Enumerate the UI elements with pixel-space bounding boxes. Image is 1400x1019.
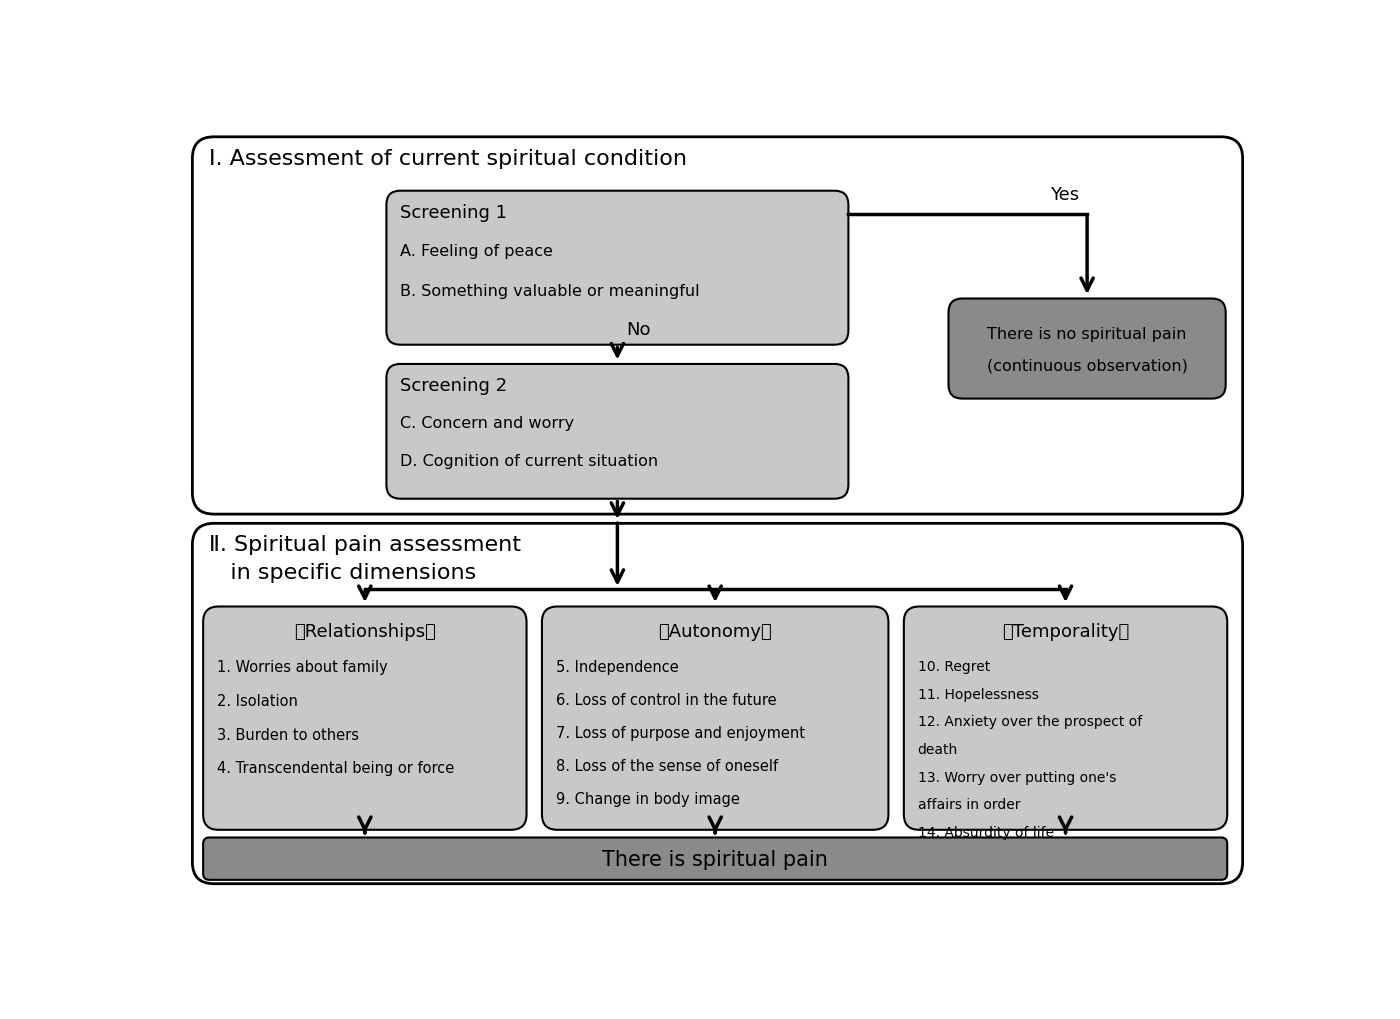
Text: 10. Regret: 10. Regret bbox=[918, 659, 990, 674]
Text: (continuous observation): (continuous observation) bbox=[987, 359, 1187, 374]
Text: D. Cognition of current situation: D. Cognition of current situation bbox=[400, 453, 658, 469]
Text: Screening 1: Screening 1 bbox=[400, 204, 507, 222]
Text: 8. Loss of the sense of oneself: 8. Loss of the sense of oneself bbox=[556, 758, 778, 773]
Text: 4. Transcendental being or force: 4. Transcendental being or force bbox=[217, 761, 454, 775]
Text: 13. Worry over putting one's: 13. Worry over putting one's bbox=[918, 770, 1116, 784]
Text: Yes: Yes bbox=[1050, 185, 1079, 204]
Text: death: death bbox=[918, 742, 958, 756]
Text: affairs in order: affairs in order bbox=[918, 798, 1021, 812]
Text: 【Autonomy】: 【Autonomy】 bbox=[658, 623, 771, 640]
Text: 2. Isolation: 2. Isolation bbox=[217, 693, 298, 708]
FancyBboxPatch shape bbox=[203, 838, 1228, 880]
Text: There is no spiritual pain: There is no spiritual pain bbox=[987, 326, 1187, 341]
Text: 7. Loss of purpose and enjoyment: 7. Loss of purpose and enjoyment bbox=[556, 726, 805, 741]
FancyBboxPatch shape bbox=[203, 607, 526, 830]
Text: B. Something valuable or meaningful: B. Something valuable or meaningful bbox=[400, 284, 700, 299]
FancyBboxPatch shape bbox=[542, 607, 889, 830]
Text: in specific dimensions: in specific dimensions bbox=[210, 562, 476, 582]
Text: 11. Hopelessness: 11. Hopelessness bbox=[918, 687, 1039, 701]
Text: No: No bbox=[627, 321, 651, 339]
FancyBboxPatch shape bbox=[949, 300, 1226, 399]
Text: Screening 2: Screening 2 bbox=[400, 377, 507, 395]
Text: 【Relationships】: 【Relationships】 bbox=[294, 623, 435, 640]
Text: 14. Absurdity of life: 14. Absurdity of life bbox=[918, 825, 1054, 840]
Text: 【Temporality】: 【Temporality】 bbox=[1002, 623, 1130, 640]
FancyBboxPatch shape bbox=[386, 192, 848, 345]
Text: A. Feeling of peace: A. Feeling of peace bbox=[400, 244, 553, 259]
Text: 5. Independence: 5. Independence bbox=[556, 659, 679, 675]
Text: 9. Change in body image: 9. Change in body image bbox=[556, 792, 739, 806]
FancyBboxPatch shape bbox=[192, 138, 1243, 515]
Text: There is spiritual pain: There is spiritual pain bbox=[602, 849, 829, 869]
Text: I. Assessment of current spiritual condition: I. Assessment of current spiritual condi… bbox=[210, 149, 687, 168]
Text: 6. Loss of control in the future: 6. Loss of control in the future bbox=[556, 692, 777, 707]
Text: Ⅱ. Spiritual pain assessment: Ⅱ. Spiritual pain assessment bbox=[210, 535, 521, 554]
Text: 12. Anxiety over the prospect of: 12. Anxiety over the prospect of bbox=[918, 714, 1142, 729]
Text: 1. Worries about family: 1. Worries about family bbox=[217, 659, 388, 675]
Text: C. Concern and worry: C. Concern and worry bbox=[400, 416, 574, 430]
FancyBboxPatch shape bbox=[386, 365, 848, 499]
FancyBboxPatch shape bbox=[904, 607, 1228, 830]
Text: 3. Burden to others: 3. Burden to others bbox=[217, 727, 358, 742]
FancyBboxPatch shape bbox=[192, 524, 1243, 883]
